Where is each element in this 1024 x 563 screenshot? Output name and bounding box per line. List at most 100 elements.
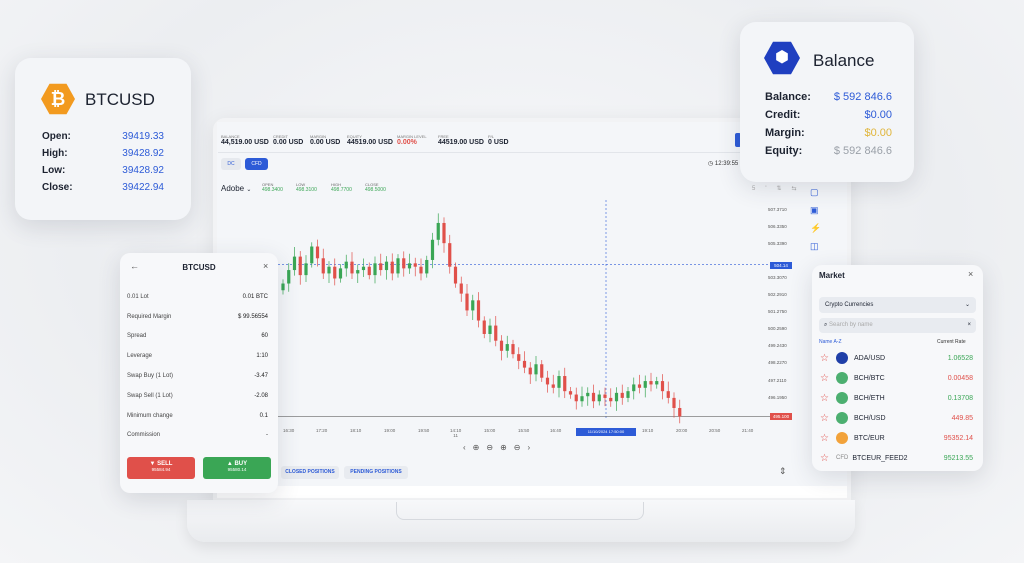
blue-tab-edge[interactable] <box>735 133 741 147</box>
ohlc-label: LOW <box>296 182 306 187</box>
candle-body <box>649 381 653 385</box>
sell-button[interactable]: ▼ SELL 95584.94 <box>127 457 195 479</box>
search-icon: ⌕ <box>824 322 830 328</box>
market-row[interactable]: ☆ CFD BTCEUR_FEED2 95213.55 <box>820 448 973 468</box>
candle-body <box>471 300 475 311</box>
chart-nav-controls[interactable]: ‹⊕⊖⊕⊖› <box>463 443 538 452</box>
balance-label: Credit: <box>765 109 801 121</box>
market-row[interactable]: ☆ BTC/EUR 95352.14 <box>820 428 973 448</box>
candle-body <box>476 300 481 321</box>
instrument-selector[interactable]: Adobe ⌄ <box>221 184 251 193</box>
stat-value: 0.00% <box>397 139 417 146</box>
price-tick: 503.3070 <box>768 275 787 280</box>
close-icon[interactable]: × <box>263 261 269 271</box>
balance-row: Balance: $ 592 846.6 <box>765 91 892 109</box>
balance-value: $ 592 846.6 <box>833 145 892 157</box>
buy-button[interactable]: ▲ BUY 95580.14 <box>203 457 271 479</box>
candle-body <box>568 391 573 395</box>
close-icon[interactable]: × <box>968 269 974 279</box>
instrument-name: Adobe <box>221 184 245 193</box>
pair-rate: 0.13708 <box>947 394 973 402</box>
candle-body <box>603 394 607 398</box>
account-stat: BALANCE 44,519.00 USD <box>221 134 269 146</box>
candle-body <box>315 246 320 259</box>
coin-icon <box>836 372 848 384</box>
back-arrow-icon[interactable]: ← <box>130 261 139 271</box>
closed-positions-tab[interactable]: CLOSED POSITIONS <box>281 466 339 479</box>
candle-body <box>586 392 590 397</box>
rate-header: Current Rate <box>937 339 966 345</box>
favorite-star-icon[interactable]: ☆ <box>820 372 829 384</box>
tab-dc[interactable]: DC <box>221 158 241 170</box>
candle-body <box>356 270 360 274</box>
detail-label: Required Margin <box>127 313 172 320</box>
candle-body <box>327 266 331 274</box>
category-select[interactable]: Crypto Currencies ⌄ <box>819 297 976 313</box>
stat-label: MARGIN LEVEL <box>397 134 427 139</box>
time-tick: 20:00 <box>676 428 688 433</box>
favorite-star-icon[interactable]: ☆ <box>820 352 829 364</box>
candle-body <box>632 384 636 392</box>
favorite-star-icon[interactable]: ☆ <box>820 392 829 404</box>
price-tick: 506.3350 <box>768 224 787 229</box>
expand-icon[interactable]: ⇕ <box>779 466 787 476</box>
balance-label: Equity: <box>765 145 803 157</box>
candle-body <box>482 320 486 334</box>
balance-value: $ 592 846.6 <box>833 91 892 103</box>
market-row[interactable]: ☆ BCH/USD 449.85 <box>820 408 973 428</box>
candle-body <box>407 263 412 269</box>
detail-value: 0.1 <box>259 412 268 419</box>
time-tick: 21:40 <box>742 428 754 433</box>
candle-body <box>281 283 285 291</box>
sell-price: 95584.94 <box>151 467 171 472</box>
candlestick-chart[interactable] <box>218 195 790 425</box>
price-tick: 500.2590 <box>768 326 787 331</box>
ticker-label: High: <box>42 148 68 159</box>
candle-body <box>551 384 555 388</box>
favorite-star-icon[interactable]: ☆ <box>820 452 829 464</box>
stat-value: 44,519.00 USD <box>221 139 269 146</box>
side-toolbar[interactable]: ▢ ▣ ⚡ ◫ <box>810 187 822 251</box>
candle-body <box>505 344 509 351</box>
time-tick: 18:10 <box>350 428 362 433</box>
market-row[interactable]: ☆ BCH/ETH 0.13708 <box>820 388 973 408</box>
divider <box>218 152 808 153</box>
laptop-notch <box>396 502 644 520</box>
candle-body <box>338 268 343 279</box>
stat-value: 0.00 USD <box>310 139 341 146</box>
pair-rate: 95352.14 <box>943 434 973 442</box>
market-search[interactable]: ⌕ Search by name × <box>819 318 976 333</box>
ticker-label: Open: <box>42 131 71 142</box>
clock: ◷ 12:39:55 <box>708 160 738 167</box>
ohlc-value: CLOSE 498.5000 <box>365 182 386 193</box>
candle-body <box>310 246 314 264</box>
account-stat: P/L 0 USD <box>488 134 509 146</box>
detail-value: $ 99.56554 <box>237 313 268 320</box>
clear-icon[interactable]: × <box>967 322 971 328</box>
time-tick: 19:50 <box>418 428 430 433</box>
market-row[interactable]: ☆ ADA/USD 1.06528 <box>820 348 973 368</box>
candle-body <box>436 222 440 240</box>
ticker-value: 39422.94 <box>122 182 164 193</box>
candle-body <box>540 364 544 378</box>
chart-tool-icons[interactable]: 5'⇅⇆ <box>752 186 807 192</box>
search-input[interactable]: Search by name <box>829 322 873 328</box>
favorite-star-icon[interactable]: ☆ <box>820 412 829 424</box>
ohlc-number: 498.7700 <box>331 187 352 193</box>
ticker-row: High: 39428.92 <box>42 148 164 165</box>
detail-value: -3.47 <box>254 373 268 380</box>
stat-label: EQUITY <box>347 134 362 139</box>
candle-body <box>499 340 504 351</box>
candle-body <box>563 376 567 392</box>
pending-positions-tab[interactable]: PENDING POSITIONS <box>344 466 408 479</box>
favorite-star-icon[interactable]: ☆ <box>820 432 829 444</box>
detail-value: -2.08 <box>254 392 268 399</box>
balance-row: Credit: $0.00 <box>765 109 892 127</box>
candle-body <box>545 377 550 385</box>
tab-cfd[interactable]: CFD <box>245 158 268 170</box>
candle-body <box>373 263 377 276</box>
market-row[interactable]: ☆ BCH/BTC 0.00458 <box>820 368 973 388</box>
sort-name[interactable]: Name A-Z <box>819 339 842 345</box>
candle-body <box>344 261 348 269</box>
stat-label: BALANCE <box>221 134 240 139</box>
